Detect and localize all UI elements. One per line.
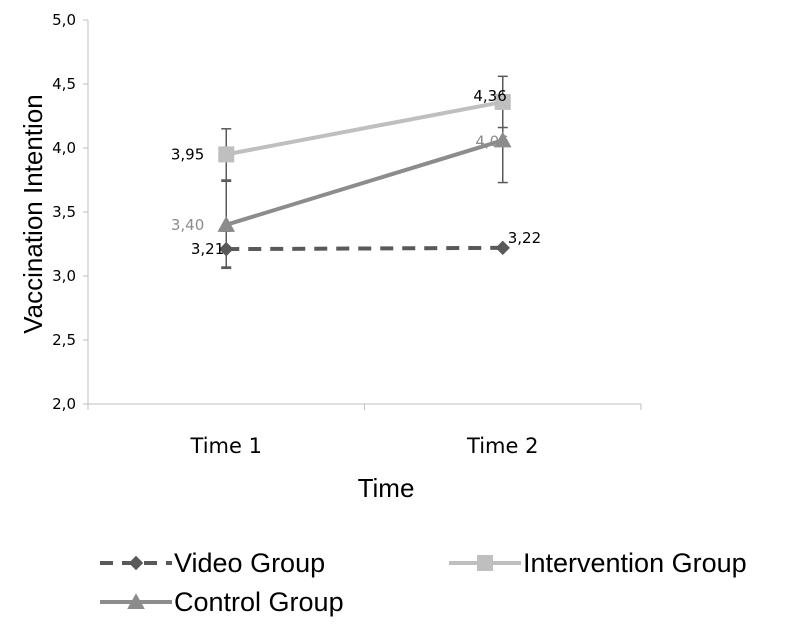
data-labels: 3,21 3,22 3,95 4,36 3,40 4,06 bbox=[171, 87, 541, 258]
legend-label: Video Group bbox=[174, 548, 325, 578]
legend-item: Intervention Group bbox=[449, 548, 747, 578]
data-label: 4,06 bbox=[475, 132, 508, 150]
x-axis-title: Time bbox=[358, 473, 415, 503]
data-label: 3,21 bbox=[191, 240, 224, 258]
legend: Video Group Intervention Group Control Gro… bbox=[100, 548, 747, 617]
y-tick-label: 3,0 bbox=[52, 267, 76, 285]
data-point-marker bbox=[493, 131, 512, 148]
data-point-marker bbox=[219, 241, 234, 257]
y-tick-label: 3,5 bbox=[52, 203, 76, 221]
data-point-marker bbox=[218, 146, 235, 163]
legend-marker bbox=[477, 555, 493, 571]
data-label: 3,40 bbox=[171, 216, 204, 234]
x-tick-label: Time 1 bbox=[190, 434, 262, 458]
y-ticks: 2,0 2,5 3,0 3,5 4,0 4,5 5,0 bbox=[52, 11, 88, 413]
legend-label: Control Group bbox=[174, 587, 344, 617]
series-line bbox=[226, 245, 503, 252]
legend-marker bbox=[127, 593, 145, 610]
y-tick-label: 5,0 bbox=[52, 11, 76, 29]
data-point-marker bbox=[494, 93, 511, 110]
x-ticks: Time 1 Time 2 bbox=[87, 404, 642, 458]
legend-label: Intervention Group bbox=[523, 548, 747, 578]
y-tick-label: 4,5 bbox=[52, 75, 76, 93]
x-tick-label: Time 2 bbox=[466, 434, 538, 458]
axes bbox=[87, 20, 641, 405]
data-point-marker bbox=[495, 240, 510, 256]
legend-item: Video Group bbox=[100, 548, 325, 578]
error-bars bbox=[221, 75, 508, 270]
data-label: 3,95 bbox=[171, 145, 204, 163]
data-label: 3,22 bbox=[508, 229, 541, 247]
series-markers bbox=[217, 93, 512, 257]
series-lines bbox=[225, 99, 504, 252]
y-axis-title: Vaccination Intention bbox=[18, 94, 48, 333]
legend-marker bbox=[128, 555, 144, 571]
y-tick-label: 2,0 bbox=[52, 395, 76, 413]
y-tick-label: 4,0 bbox=[52, 139, 76, 157]
series-line bbox=[225, 99, 504, 157]
y-tick-label: 2,5 bbox=[52, 331, 76, 349]
series-line bbox=[225, 138, 504, 227]
legend-item: Control Group bbox=[100, 587, 344, 617]
data-label: 4,36 bbox=[473, 87, 506, 105]
data-point-marker bbox=[217, 216, 236, 232]
